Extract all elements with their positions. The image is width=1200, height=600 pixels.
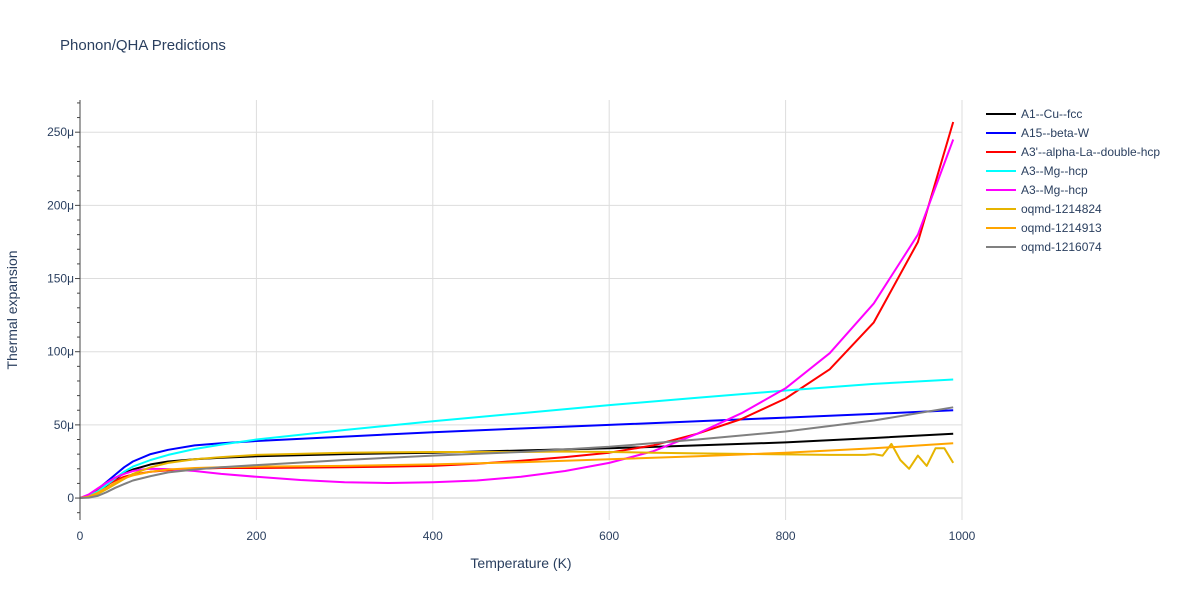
- x-tick-label: 400: [423, 529, 443, 543]
- x-tick-label: 1000: [949, 529, 976, 543]
- legend-label: A3--Mg--hcp: [1021, 164, 1088, 178]
- legend-label: oqmd-1216074: [1021, 240, 1102, 254]
- y-tick-label: 100μ: [47, 345, 74, 359]
- y-tick-labels: 0 50μ 100μ 150μ 200μ 250μ: [47, 125, 74, 505]
- series-layer: [79, 121, 955, 499]
- legend-label: A1--Cu--fcc: [1021, 107, 1082, 121]
- legend-label: oqmd-1214913: [1021, 221, 1102, 235]
- x-axis-title: Temperature (K): [470, 555, 571, 571]
- grid: [80, 100, 963, 520]
- y-tick-label: 150μ: [47, 272, 74, 286]
- x-tick-labels: 0 200 400 600 800 1000: [77, 529, 976, 543]
- plot-area: 0 200 400 600 800 1000 0 50μ 100μ 150μ 200μ 250μ: [47, 100, 976, 543]
- series-line: [79, 139, 955, 499]
- series-line: [79, 378, 954, 499]
- series-line: [79, 121, 955, 499]
- legend-label: A15--beta-W: [1021, 126, 1090, 140]
- y-tick-label: 50μ: [54, 418, 74, 432]
- x-tick-label: 0: [77, 529, 84, 543]
- legend-label: A3--Mg--hcp: [1021, 183, 1088, 197]
- y-tick-label: 250μ: [47, 125, 74, 139]
- x-tick-label: 800: [776, 529, 796, 543]
- x-tick-label: 600: [599, 529, 619, 543]
- legend-label: A3'--alpha-La--double-hcp: [1021, 145, 1160, 159]
- y-axis-title: Thermal expansion: [4, 250, 20, 369]
- y-tick-label: 0: [67, 491, 74, 505]
- chart-title: Phonon/QHA Predictions: [60, 37, 226, 54]
- legend-label: oqmd-1214824: [1021, 202, 1102, 216]
- y-tick-label: 200μ: [47, 198, 74, 212]
- series-line: [79, 406, 954, 499]
- axes: [75, 100, 81, 520]
- x-tick-label: 200: [246, 529, 266, 543]
- legend: A1--Cu--fcc A15--beta-W A3'--alpha-La--dou…: [986, 107, 1160, 254]
